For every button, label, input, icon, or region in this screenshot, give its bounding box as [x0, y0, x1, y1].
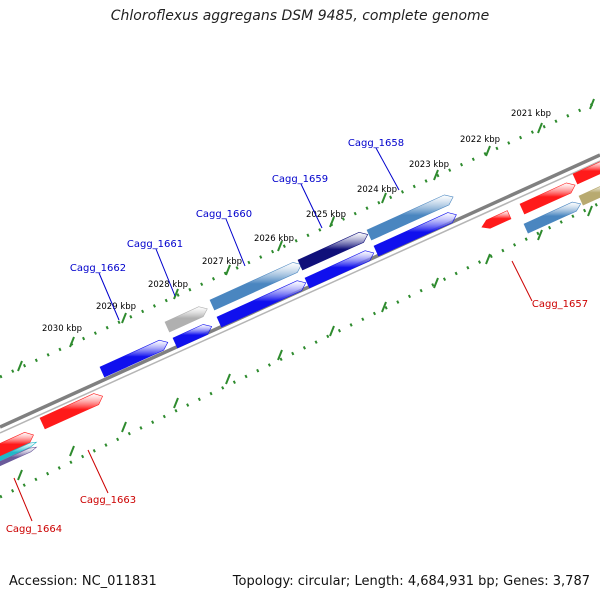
scale-label: 2028 kbp: [148, 280, 188, 290]
gene-arrow-blue: [216, 280, 307, 328]
scale-major-tick: [17, 469, 23, 481]
gene-arrow-cagg-1657: [481, 210, 512, 229]
gene-label-connector: [300, 183, 323, 229]
scale-major-tick: [485, 253, 491, 265]
gene-label-connector: [225, 218, 246, 267]
gene-label-connector: [155, 248, 176, 297]
scale-major-tick: [433, 277, 439, 289]
gene-arrow-red: [572, 161, 600, 185]
scale-track-bottom: [0, 201, 600, 499]
scale-major-tick: [433, 169, 439, 181]
gene-label-connector: [87, 449, 109, 494]
gene-arrow-gray: [164, 306, 208, 333]
genome-summary: Topology: circular; Length: 4,684,931 bp…: [232, 574, 590, 589]
gene-arrow-cagg-1658: [366, 194, 454, 241]
gene-arrow-olive: [578, 186, 600, 206]
length-label: Length:: [354, 574, 404, 589]
scale-major-tick: [329, 325, 335, 337]
scale-major-tick: [173, 397, 179, 409]
scale-track-top: [0, 99, 600, 379]
scale-major-tick: [225, 373, 231, 385]
scale-major-tick: [225, 264, 231, 276]
topology-label: Topology:: [232, 574, 294, 589]
scale-major-tick: [329, 216, 335, 228]
scale-major-tick: [277, 240, 283, 252]
gene-label-connector: [375, 147, 400, 191]
gene-label[interactable]: Cagg_1664: [6, 524, 62, 535]
gene-arrow-cagg-1663: [39, 393, 104, 430]
gene-arrow-blue: [99, 339, 169, 378]
gene-arrow-cagg-1659: [297, 231, 369, 271]
accession-info: Accession: NC_011831: [9, 574, 157, 589]
scale-label: 2023 kbp: [409, 160, 449, 170]
scale-label: 2022 kbp: [460, 135, 500, 145]
scale-major-tick: [121, 312, 127, 324]
scale-major-tick: [537, 229, 543, 241]
gene-label[interactable]: Cagg_1660: [196, 209, 252, 220]
gene-label[interactable]: Cagg_1661: [127, 239, 183, 250]
gene-label[interactable]: Cagg_1659: [272, 174, 328, 185]
map-title: Chloroflexus aggregans DSM 9485, complet…: [110, 8, 490, 24]
gene-arrow-teal: [0, 441, 38, 462]
topology-value: circular: [297, 574, 346, 589]
scale-major-tick: [537, 122, 543, 134]
gene-label-connector: [511, 260, 533, 302]
gene-arrow-steel: [523, 201, 582, 234]
scale-major-tick: [69, 445, 75, 457]
genes-label: Genes:: [503, 574, 549, 589]
gene-label[interactable]: Cagg_1662: [70, 263, 126, 274]
gene-arrow-blue: [304, 250, 375, 289]
gene-arrow-blue: [373, 212, 457, 257]
gene-label[interactable]: Cagg_1658: [348, 138, 404, 149]
genes-value: 3,787: [552, 574, 590, 589]
accession-value: NC_011831: [81, 574, 157, 589]
scale-major-tick: [69, 336, 75, 348]
gene-label-connector: [13, 477, 33, 522]
gene-label[interactable]: Cagg_1663: [80, 495, 136, 506]
scale-major-tick: [485, 145, 491, 157]
scale-major-tick: [381, 192, 387, 204]
scale-major-tick: [381, 301, 387, 313]
scale-major-tick: [121, 421, 127, 433]
gene-arrow-red: [0, 431, 34, 457]
scale-label: 2025 kbp: [306, 210, 346, 220]
gene-arrow-blue: [172, 324, 213, 349]
gene-arrow-red: [519, 182, 576, 215]
length-value: 4,684,931 bp: [407, 574, 495, 589]
scale-label: 2026 kbp: [254, 234, 294, 244]
scale-label: 2027 kbp: [202, 257, 242, 267]
scale-label: 2030 kbp: [42, 324, 82, 334]
scale-major-tick: [17, 360, 23, 372]
gene-label-connector: [98, 272, 120, 321]
accession-label: Accession:: [9, 574, 78, 589]
scale-label: 2029 kbp: [96, 302, 136, 312]
gene-label[interactable]: Cagg_1657: [532, 299, 588, 310]
scale-label: 2024 kbp: [357, 185, 397, 195]
scale-major-tick: [587, 205, 593, 217]
scale-major-tick: [277, 349, 283, 361]
scale-label: 2021 kbp: [511, 109, 551, 119]
gene-arrow-cagg-1660: [209, 262, 302, 311]
scale-major-tick: [173, 288, 179, 300]
scale-major-tick: [589, 98, 595, 110]
genome-backbone-shadow: [0, 160, 600, 434]
gene-arrow-cagg-1664: [0, 446, 38, 467]
